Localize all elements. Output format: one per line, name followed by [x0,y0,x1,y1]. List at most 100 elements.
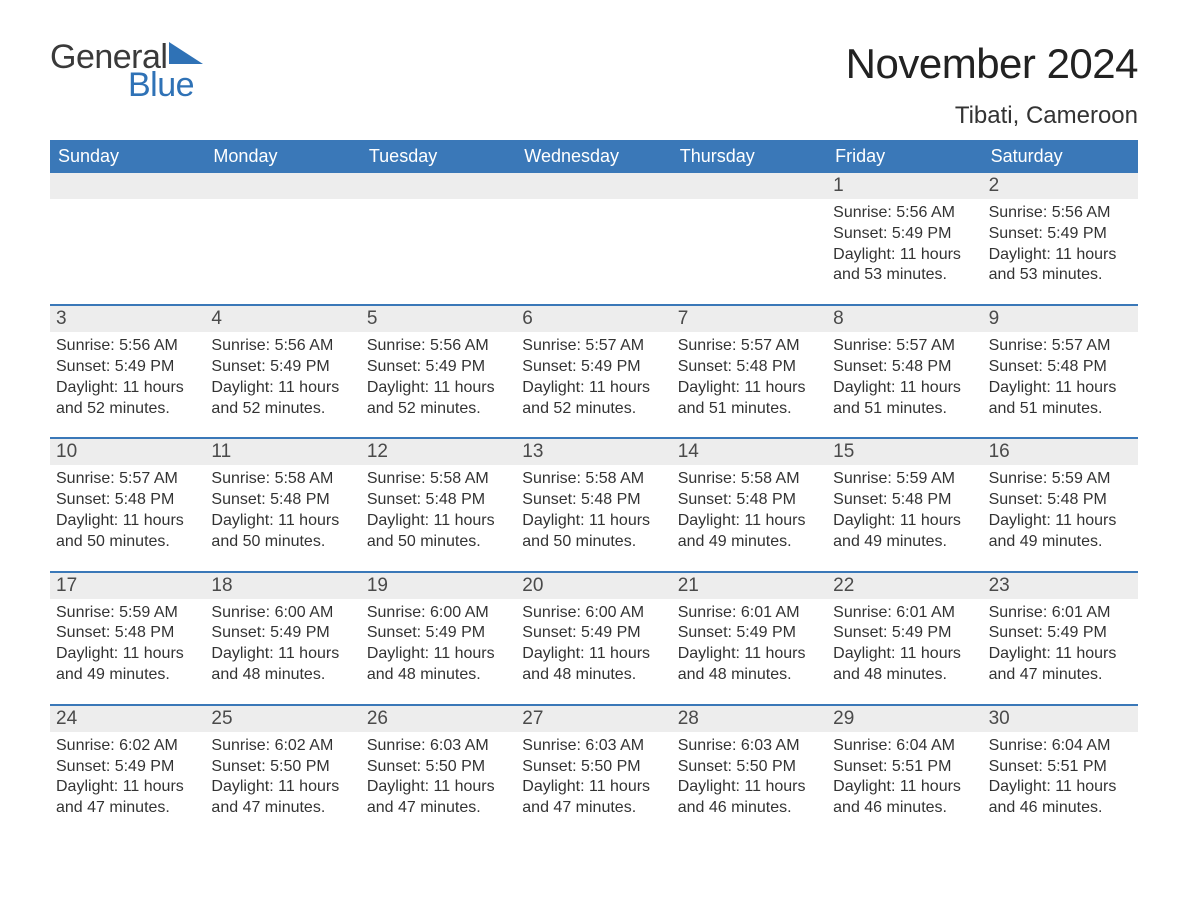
day-details: Sunrise: 5:57 AMSunset: 5:48 PMDaylight:… [672,332,827,419]
daylight-text: Daylight: 11 hours and 51 minutes. [833,378,976,420]
daylight-text: Daylight: 11 hours and 50 minutes. [367,511,510,553]
weekday-header: Saturday [983,140,1138,173]
weekday-header: Monday [205,140,360,173]
sunrise-text: Sunrise: 6:03 AM [678,736,821,757]
day-number: 21 [672,573,827,599]
day-details: Sunrise: 5:56 AMSunset: 5:49 PMDaylight:… [205,332,360,419]
day-number: 27 [516,706,671,732]
page-title: November 2024 [846,40,1138,88]
sunset-text: Sunset: 5:48 PM [522,490,665,511]
calendar-day-cell: 20 Sunrise: 6:00 AMSunset: 5:49 PMDayligh… [516,573,671,686]
day-number: 12 [361,439,516,465]
sunset-text: Sunset: 5:48 PM [367,490,510,511]
day-number: 25 [205,706,360,732]
calendar-day-cell: 25Sunrise: 6:02 AMSunset: 5:50 PMDayligh… [205,706,360,819]
daylight-text: Daylight: 11 hours and 52 minutes. [367,378,510,420]
sunrise-text: Sunrise: 5:57 AM [989,336,1132,357]
calendar-table: SundayMondayTuesdayWednesdayThursdayFrid… [50,140,1138,819]
sunrise-text: Sunrise: 6:00 AM [211,603,354,624]
day-number: 17 [50,573,205,599]
daylight-text: Daylight: 11 hours and 53 minutes. [989,245,1132,287]
day-details: Sunrise: 6:03 AMSunset: 5:50 PMDaylight:… [361,732,516,819]
calendar-day-cell: 10Sunrise: 5:57 AMSunset: 5:48 PMDayligh… [50,439,205,552]
daylight-text: Daylight: 11 hours and 46 minutes. [833,777,976,819]
logo: General Blue [50,40,203,102]
title-block: November 2024 Tibati, Cameroon [846,40,1138,130]
sunrise-text: Sunrise: 6:00 AM [522,603,665,624]
daylight-text: Daylight: 11 hours and 47 minutes. [367,777,510,819]
day-details: Sunrise: 5:56 AMSunset: 5:49 PMDaylight:… [983,199,1138,286]
day-details: Sunrise: 6:01 AMSunset: 5:49 PMDaylight:… [983,599,1138,686]
sunset-text: Sunset: 5:50 PM [367,757,510,778]
sunset-text: Sunset: 5:49 PM [367,623,510,644]
calendar-day-cell [50,173,205,286]
logo-triangle-icon [169,42,203,68]
sunset-text: Sunset: 5:48 PM [989,490,1132,511]
weekday-header: Wednesday [516,140,671,173]
sunrise-text: Sunrise: 5:56 AM [56,336,199,357]
day-number: 19 [361,573,516,599]
day-number: 26 [361,706,516,732]
daylight-text: Daylight: 11 hours and 46 minutes. [989,777,1132,819]
sunset-text: Sunset: 5:49 PM [56,757,199,778]
calendar-week-row: 1Sunrise: 5:56 AMSunset: 5:49 PMDaylight… [50,173,1138,286]
daylight-text: Daylight: 11 hours and 48 minutes. [367,644,510,686]
sunrise-text: Sunrise: 5:58 AM [678,469,821,490]
sunset-text: Sunset: 5:49 PM [678,623,821,644]
sunrise-text: Sunrise: 5:57 AM [522,336,665,357]
sunrise-text: Sunrise: 5:59 AM [833,469,976,490]
calendar-day-cell [516,173,671,286]
sunrise-text: Sunrise: 5:57 AM [833,336,976,357]
day-number: 13 [516,439,671,465]
day-number: 20 [516,573,671,599]
weekday-header: Tuesday [361,140,516,173]
day-details: Sunrise: 5:56 AMSunset: 5:49 PMDaylight:… [50,332,205,419]
sunrise-text: Sunrise: 5:58 AM [367,469,510,490]
day-details: Sunrise: 5:58 AMSunset: 5:48 PMDaylight:… [361,465,516,552]
daylight-text: Daylight: 11 hours and 52 minutes. [56,378,199,420]
calendar-day-cell: 2Sunrise: 5:56 AMSunset: 5:49 PMDaylight… [983,173,1138,286]
day-details: Sunrise: 6:00 AMSunset: 5:49 PMDaylight:… [205,599,360,686]
day-number [361,173,516,199]
daylight-text: Daylight: 11 hours and 50 minutes. [211,511,354,553]
calendar-day-cell: 7Sunrise: 5:57 AMSunset: 5:48 PMDaylight… [672,306,827,419]
calendar-day-cell: 23Sunrise: 6:01 AMSunset: 5:49 PMDayligh… [983,573,1138,686]
calendar-day-cell [361,173,516,286]
calendar-day-cell: 28Sunrise: 6:03 AMSunset: 5:50 PMDayligh… [672,706,827,819]
daylight-text: Daylight: 11 hours and 47 minutes. [989,644,1132,686]
sunrise-text: Sunrise: 5:56 AM [833,203,976,224]
day-number: 28 [672,706,827,732]
day-details: Sunrise: 6:02 AMSunset: 5:50 PMDaylight:… [205,732,360,819]
calendar-day-cell: 12Sunrise: 5:58 AMSunset: 5:48 PMDayligh… [361,439,516,552]
calendar-day-cell: 29Sunrise: 6:04 AMSunset: 5:51 PMDayligh… [827,706,982,819]
sunset-text: Sunset: 5:51 PM [833,757,976,778]
sunset-text: Sunset: 5:49 PM [211,357,354,378]
sunset-text: Sunset: 5:48 PM [56,490,199,511]
sunset-text: Sunset: 5:48 PM [678,490,821,511]
day-number: 10 [50,439,205,465]
sunset-text: Sunset: 5:48 PM [833,490,976,511]
day-details: Sunrise: 6:04 AMSunset: 5:51 PMDaylight:… [827,732,982,819]
day-number: 23 [983,573,1138,599]
sunrise-text: Sunrise: 6:00 AM [367,603,510,624]
sunset-text: Sunset: 5:49 PM [522,357,665,378]
sunset-text: Sunset: 5:49 PM [522,623,665,644]
daylight-text: Daylight: 11 hours and 53 minutes. [833,245,976,287]
sunset-text: Sunset: 5:48 PM [989,357,1132,378]
sunset-text: Sunset: 5:49 PM [833,623,976,644]
calendar-day-cell: 4Sunrise: 5:56 AMSunset: 5:49 PMDaylight… [205,306,360,419]
day-details: Sunrise: 6:01 AMSunset: 5:49 PMDaylight:… [672,599,827,686]
day-details: Sunrise: 5:58 AMSunset: 5:48 PMDaylight:… [205,465,360,552]
calendar-day-cell: 11Sunrise: 5:58 AMSunset: 5:48 PMDayligh… [205,439,360,552]
daylight-text: Daylight: 11 hours and 52 minutes. [522,378,665,420]
day-number [205,173,360,199]
header: General Blue November 2024 Tibati, Camer… [50,40,1138,130]
calendar-day-cell: 13Sunrise: 5:58 AMSunset: 5:48 PMDayligh… [516,439,671,552]
day-number: 3 [50,306,205,332]
daylight-text: Daylight: 11 hours and 48 minutes. [522,644,665,686]
day-number: 5 [361,306,516,332]
day-number: 14 [672,439,827,465]
day-number [516,173,671,199]
daylight-text: Daylight: 11 hours and 51 minutes. [678,378,821,420]
day-details: Sunrise: 6:01 AMSunset: 5:49 PMDaylight:… [827,599,982,686]
